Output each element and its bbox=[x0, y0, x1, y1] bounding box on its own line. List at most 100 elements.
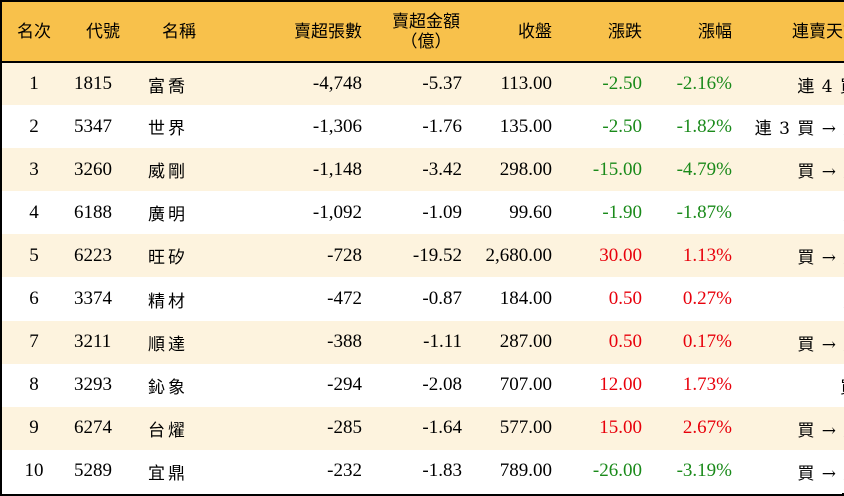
cell-change-pct: 0.17% bbox=[682, 331, 732, 353]
header-close[interactable]: 收盤 bbox=[470, 2, 560, 63]
header-code[interactable]: 代號 bbox=[66, 2, 140, 63]
cell-sell-lots: -1,148 bbox=[312, 158, 362, 180]
cell-change: 0.50 bbox=[608, 288, 642, 310]
cell-close: 99.60 bbox=[509, 201, 552, 223]
cell-streak: 連 3 買 → 連 4 賣 bbox=[754, 119, 844, 140]
cell-name[interactable]: 廣明 bbox=[148, 205, 188, 226]
cell-rank: 4 bbox=[29, 201, 39, 223]
cell-rank: 6 bbox=[29, 288, 39, 310]
cell-name[interactable]: 鈊象 bbox=[148, 377, 188, 398]
header-sell-amount-line2: （億） bbox=[400, 31, 452, 52]
cell-sell-amount: -1.64 bbox=[422, 417, 462, 439]
table-row[interactable]: 8 3293 鈊象 -294 -2.08 707.00 12.00 1.73% … bbox=[2, 363, 844, 407]
cell-sell-lots: -1,306 bbox=[312, 115, 362, 137]
cell-rank: 5 bbox=[29, 244, 39, 266]
cell-streak: 連 4 賣 bbox=[740, 191, 844, 234]
cell-name[interactable]: 旺矽 bbox=[148, 248, 188, 269]
cell-change: 15.00 bbox=[599, 417, 642, 439]
cell-name[interactable]: 富喬 bbox=[148, 76, 188, 97]
cell-streak: 買 → 連 2 賣 bbox=[797, 162, 844, 183]
cell-change: 12.00 bbox=[599, 374, 642, 396]
cell-rank: 1 bbox=[29, 73, 39, 95]
cell-close: 707.00 bbox=[499, 374, 552, 396]
cell-rank: 2 bbox=[29, 115, 39, 137]
header-row: 名次 代號 名稱 賣超張數 賣超金額 （億） 收盤 漲跌 漲幅 連賣天數 bbox=[2, 2, 844, 63]
cell-close: 184.00 bbox=[499, 288, 552, 310]
cell-close: 298.00 bbox=[499, 158, 552, 180]
table-row[interactable]: 9 6274 台燿 -285 -1.64 577.00 15.00 2.67% … bbox=[2, 406, 844, 450]
cell-sell-lots: -1,092 bbox=[312, 201, 362, 223]
cell-change-pct: -1.87% bbox=[676, 201, 732, 223]
cell-sell-lots: -388 bbox=[327, 331, 362, 353]
cell-code[interactable]: 5347 bbox=[74, 115, 112, 137]
cell-change-pct: -3.19% bbox=[676, 460, 732, 482]
cell-code[interactable]: 1815 bbox=[74, 73, 112, 95]
cell-rank: 10 bbox=[24, 460, 44, 482]
cell-code[interactable]: 3293 bbox=[74, 374, 112, 396]
cell-code[interactable]: 3260 bbox=[74, 158, 112, 180]
cell-change-pct: -1.82% bbox=[676, 115, 732, 137]
cell-sell-amount: -5.37 bbox=[422, 73, 462, 95]
header-change[interactable]: 漲跌 bbox=[560, 2, 650, 63]
cell-rank: 3 bbox=[29, 158, 39, 180]
cell-sell-lots: -472 bbox=[327, 288, 362, 310]
table-header: 名次 代號 名稱 賣超張數 賣超金額 （億） 收盤 漲跌 漲幅 連賣天數 bbox=[2, 2, 844, 63]
cell-code[interactable]: 3211 bbox=[74, 331, 112, 353]
header-sell-lots[interactable]: 賣超張數 bbox=[218, 2, 370, 63]
cell-code[interactable]: 6223 bbox=[74, 244, 112, 266]
cell-sell-amount: -1.83 bbox=[422, 460, 462, 482]
cell-code[interactable]: 5289 bbox=[74, 460, 112, 482]
table-row[interactable]: 6 3374 精材 -472 -0.87 184.00 0.50 0.27% 連… bbox=[2, 277, 844, 321]
table-row[interactable]: 7 3211 順達 -388 -1.11 287.00 0.50 0.17% 買… bbox=[2, 320, 844, 364]
header-name[interactable]: 名稱 bbox=[140, 2, 218, 63]
cell-code[interactable]: 3374 bbox=[74, 288, 112, 310]
table-row[interactable]: 3 3260 威剛 -1,148 -3.42 298.00 -15.00 -4.… bbox=[2, 148, 844, 192]
header-sell-amount-line1: 賣超金額 bbox=[392, 11, 460, 32]
cell-close: 789.00 bbox=[499, 460, 552, 482]
cell-change-pct: 1.13% bbox=[682, 244, 732, 266]
table-row[interactable]: 4 6188 廣明 -1,092 -1.09 99.60 -1.90 -1.87… bbox=[2, 191, 844, 235]
cell-close: 287.00 bbox=[499, 331, 552, 353]
table-row[interactable]: 1 1815 富喬 -4,748 -5.37 113.00 -2.50 -2.1… bbox=[2, 62, 844, 106]
cell-name[interactable]: 世界 bbox=[148, 119, 188, 140]
header-rank[interactable]: 名次 bbox=[2, 2, 66, 63]
cell-close: 2,680.00 bbox=[485, 244, 553, 266]
cell-rank: 9 bbox=[29, 417, 39, 439]
cell-name[interactable]: 精材 bbox=[148, 291, 188, 312]
cell-change: 0.50 bbox=[608, 331, 642, 353]
cell-rank: 8 bbox=[29, 374, 39, 396]
cell-code[interactable]: 6274 bbox=[74, 417, 112, 439]
cell-rank: 7 bbox=[29, 331, 39, 353]
cell-sell-lots: -728 bbox=[327, 244, 362, 266]
table-row[interactable]: 2 5347 世界 -1,306 -1.76 135.00 -2.50 -1.8… bbox=[2, 105, 844, 149]
cell-streak: 買 → 連 3 賣 bbox=[797, 420, 844, 441]
cell-change-pct: -2.16% bbox=[676, 73, 732, 95]
cell-name[interactable]: 順達 bbox=[148, 334, 188, 355]
table-row[interactable]: 10 5289 宜鼎 -232 -1.83 789.00 -26.00 -3.1… bbox=[2, 449, 844, 493]
cell-change: -1.90 bbox=[602, 201, 642, 223]
cell-change: -2.50 bbox=[602, 73, 642, 95]
cell-change: -2.50 bbox=[602, 115, 642, 137]
cell-streak: 連 3 賣 bbox=[740, 277, 844, 320]
cell-sell-amount: -0.87 bbox=[422, 288, 462, 310]
cell-name[interactable]: 宜鼎 bbox=[148, 463, 188, 484]
cell-streak: 買 → 賣 bbox=[740, 364, 844, 407]
cell-sell-lots: -294 bbox=[327, 374, 362, 396]
cell-name[interactable]: 台燿 bbox=[148, 420, 188, 441]
cell-streak: 連 4 買 → 賣 bbox=[797, 76, 844, 97]
cell-sell-amount: -3.42 bbox=[422, 158, 462, 180]
cell-sell-lots: -285 bbox=[327, 417, 362, 439]
header-sell-amount[interactable]: 賣超金額 （億） bbox=[370, 2, 470, 63]
cell-code[interactable]: 6188 bbox=[74, 201, 112, 223]
header-change-pct[interactable]: 漲幅 bbox=[650, 2, 740, 63]
cell-sell-amount: -2.08 bbox=[422, 374, 462, 396]
cell-change-pct: 2.67% bbox=[682, 417, 732, 439]
cell-sell-lots: -4,748 bbox=[312, 73, 362, 95]
table-row[interactable]: 5 6223 旺矽 -728 -19.52 2,680.00 30.00 1.1… bbox=[2, 234, 844, 278]
cell-change: 30.00 bbox=[599, 244, 642, 266]
cell-streak: 買 → 連 6 賣 bbox=[797, 334, 844, 355]
cell-close: 577.00 bbox=[499, 417, 552, 439]
header-streak[interactable]: 連賣天數 bbox=[740, 2, 844, 63]
cell-name[interactable]: 威剛 bbox=[148, 162, 188, 183]
